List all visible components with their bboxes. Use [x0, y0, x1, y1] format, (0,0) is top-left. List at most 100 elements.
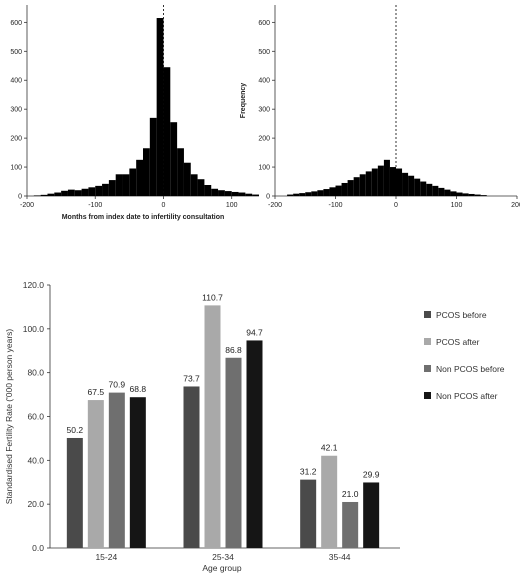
histogram-bar — [480, 195, 487, 196]
x-tick-label: 0 — [162, 202, 166, 209]
legend-label: PCOS before — [436, 310, 487, 320]
legend-label: PCOS after — [436, 337, 480, 347]
legend-swatch — [424, 338, 431, 345]
y-tick-label: 80.0 — [27, 368, 44, 378]
histogram-bar — [456, 192, 463, 196]
legend-swatch — [424, 392, 431, 399]
y-tick-label: 0 — [18, 194, 22, 201]
histogram-bar — [102, 183, 109, 196]
x-tick-label: 35-44 — [329, 552, 351, 562]
x-tick-label: -200 — [20, 202, 34, 209]
y-tick-label: 60.0 — [27, 412, 44, 422]
histogram-bar — [389, 167, 396, 196]
histogram-bar — [231, 191, 239, 196]
histogram-bar — [81, 188, 89, 196]
histogram-bar — [377, 165, 384, 196]
histogram-bar — [149, 117, 157, 196]
y-tick-label: 100 — [258, 165, 270, 172]
histogram-bar — [95, 185, 103, 196]
histogram-bar — [305, 192, 312, 196]
histogram-bar — [67, 189, 75, 196]
histogram-bar — [47, 193, 55, 196]
x-axis-title: Age group — [202, 563, 241, 573]
y-tick-label: 400 — [10, 78, 22, 85]
x-tick-label: 0 — [394, 202, 398, 209]
histogram-bar — [311, 191, 318, 196]
histogram-bar — [129, 168, 137, 196]
bar — [66, 437, 83, 548]
histogram-bar — [329, 187, 336, 196]
y-tick-label: 0.0 — [32, 543, 44, 553]
legend-swatch — [424, 311, 431, 318]
histogram-bar — [299, 193, 306, 196]
histogram-bar — [163, 67, 171, 196]
fertility-rate-bar-chart: 0.0 20.0 40.0 60.0 80.0 100.0 120.0 50.2 67.5 70.… — [4, 280, 505, 573]
histogram-bar — [414, 178, 421, 196]
bar — [300, 479, 317, 548]
x-tick-label: -100 — [88, 202, 102, 209]
histogram-bar — [317, 190, 324, 196]
bar — [129, 397, 146, 548]
histogram-bar — [143, 148, 150, 196]
histogram-bar — [402, 172, 409, 196]
x-tick-label: 25-34 — [212, 552, 234, 562]
histogram-bar — [211, 188, 219, 196]
x-tick-label: 100 — [451, 202, 463, 209]
histogram-bar — [108, 180, 116, 196]
histogram-bar — [224, 191, 232, 196]
bar — [108, 392, 125, 548]
histogram-bar — [88, 187, 96, 196]
x-axis-title: Months from index date to infertility co… — [62, 214, 225, 221]
histogram-bar — [341, 182, 348, 196]
histogram-bar — [408, 175, 415, 196]
histogram-bar — [432, 185, 439, 196]
data-label: 21.0 — [342, 489, 359, 499]
x-tick-label: -200 — [268, 202, 282, 209]
histogram-bar — [353, 177, 360, 196]
bar — [225, 357, 242, 548]
bar — [183, 386, 200, 548]
histogram-bar — [426, 183, 433, 196]
histogram-bar — [287, 194, 294, 196]
histogram-bar — [33, 195, 41, 196]
histogram-bar — [54, 192, 62, 196]
y-tick-label: 20.0 — [27, 499, 44, 509]
y-tick-label: 500 — [10, 49, 22, 56]
bar — [204, 305, 221, 548]
histogram-bar — [238, 192, 246, 196]
histogram-bar — [323, 189, 330, 196]
data-label: 68.8 — [130, 384, 147, 394]
histogram-bar — [204, 185, 212, 196]
histogram-bar — [383, 159, 390, 196]
legend-swatch — [424, 365, 431, 372]
histogram-bar — [462, 193, 469, 196]
histogram-bar — [218, 190, 225, 196]
histogram-bar — [420, 181, 427, 196]
histogram-bar — [450, 191, 457, 196]
y-tick-label: 500 — [258, 49, 270, 56]
data-label: 67.5 — [88, 387, 105, 397]
y-tick-label: 0 — [266, 194, 270, 201]
legend-label: Non PCOS before — [436, 364, 505, 374]
histogram-bar — [190, 174, 198, 196]
x-tick-label: 200 — [511, 202, 520, 209]
y-axis-title: Standardised Fertility Rate ('000 person… — [4, 329, 14, 505]
histogram-bar — [122, 174, 130, 196]
data-label: 31.2 — [300, 467, 317, 477]
histogram-bar — [115, 174, 123, 196]
y-tick-label: 200 — [258, 136, 270, 143]
histogram-bar — [170, 122, 178, 196]
x-tick-label: 100 — [226, 202, 238, 209]
y-tick-label: 600 — [10, 20, 22, 27]
histogram-bar — [183, 162, 191, 196]
y-tick-label: 300 — [10, 107, 22, 114]
histogram-bar — [177, 148, 184, 196]
x-tick-label: -100 — [328, 202, 342, 209]
histogram-bar — [438, 187, 445, 196]
data-label: 110.7 — [202, 292, 223, 302]
y-tick-label: 100 — [10, 165, 22, 172]
histogram-bar — [444, 189, 451, 196]
y-tick-label: 40.0 — [27, 455, 44, 465]
histogram-bar — [61, 190, 68, 196]
